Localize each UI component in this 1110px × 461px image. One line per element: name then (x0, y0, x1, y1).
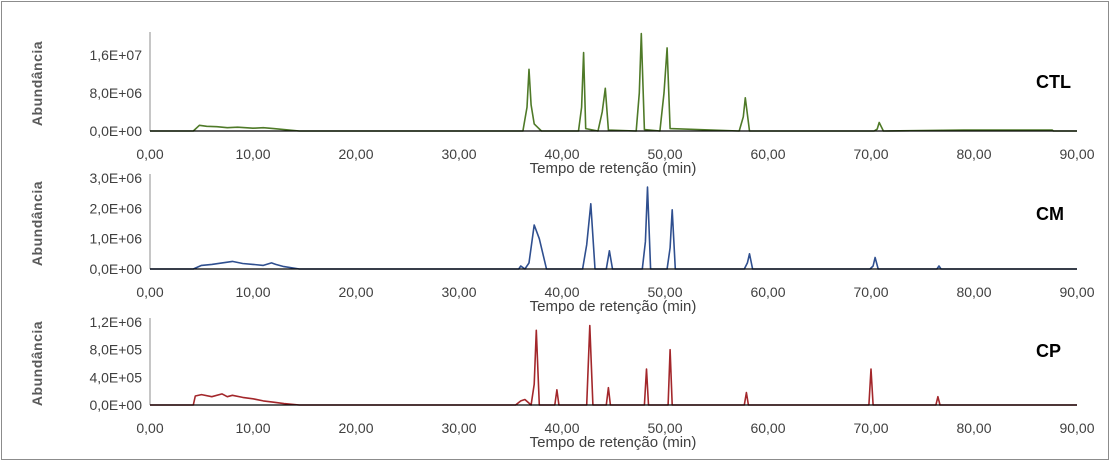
x-tick-label: 70,00 (853, 284, 888, 300)
y-axis-title: Abundância (29, 41, 45, 126)
x-tick-label: 50,00 (647, 420, 682, 436)
x-tick-label: 0,00 (136, 146, 163, 162)
y-tick-label: 8,0E+05 (89, 342, 142, 358)
x-tick-label: 60,00 (750, 420, 785, 436)
x-tick-label: 60,00 (750, 284, 785, 300)
chart-panel-ctl: 0,0E+00 8,0E+06 1,6E+07 0,00 10,00 20,00 30,00… (29, 32, 1095, 177)
x-tick-label: 90,00 (1059, 146, 1094, 162)
x-tick-label: 90,00 (1059, 284, 1094, 300)
x-tick-label: 30,00 (441, 284, 476, 300)
series-line-cm (150, 186, 1077, 270)
panel-label: CP (1036, 341, 1061, 361)
x-tick-label: 70,00 (853, 420, 888, 436)
x-tick-label: 40,00 (544, 420, 579, 436)
x-tick-label: 0,00 (136, 284, 163, 300)
x-tick-label: 10,00 (235, 420, 270, 436)
series-line-cp (150, 324, 1077, 406)
x-tick-label: 20,00 (338, 420, 373, 436)
x-axis-title: Tempo de retenção (min) (530, 298, 697, 315)
panel-label: CM (1036, 204, 1064, 224)
chart-panel-cm: 0,0E+00 1,0E+06 2,0E+06 3,0E+06 0,00 10,00 20,… (29, 170, 1095, 315)
x-axis-title: Tempo de retenção (min) (530, 160, 697, 177)
x-tick-label: 20,00 (338, 284, 373, 300)
y-tick-label: 3,0E+06 (89, 170, 142, 186)
x-tick-label: 40,00 (544, 146, 579, 162)
x-tick-label: 90,00 (1059, 420, 1094, 436)
x-tick-label: 0,00 (136, 420, 163, 436)
chart-panel-cp: 0,0E+00 4,0E+05 8,0E+05 1,2E+06 0,00 10,00 20,… (29, 314, 1095, 451)
x-tick-label: 50,00 (647, 284, 682, 300)
x-tick-label: 80,00 (956, 146, 991, 162)
x-tick-label: 50,00 (647, 146, 682, 162)
y-tick-label: 1,6E+07 (89, 47, 142, 63)
y-tick-label: 0,0E+00 (89, 397, 142, 413)
x-tick-label: 30,00 (441, 146, 476, 162)
series-line-ctl (150, 32, 1077, 132)
x-tick-label: 40,00 (544, 284, 579, 300)
y-tick-label: 1,2E+06 (89, 314, 142, 330)
panel-label: CTL (1036, 72, 1071, 92)
y-tick-label: 2,0E+06 (89, 200, 142, 216)
x-axis-title: Tempo de retenção (min) (530, 434, 697, 451)
x-tick-label: 70,00 (853, 146, 888, 162)
x-tick-label: 60,00 (750, 146, 785, 162)
y-tick-label: 4,0E+05 (89, 369, 142, 385)
x-tick-label: 10,00 (235, 146, 270, 162)
x-tick-label: 20,00 (338, 146, 373, 162)
y-tick-label: 0,0E+00 (89, 123, 142, 139)
y-axis-title: Abundância (29, 181, 45, 266)
x-tick-label: 80,00 (956, 284, 991, 300)
x-tick-label: 30,00 (441, 420, 476, 436)
y-tick-label: 0,0E+00 (89, 261, 142, 277)
x-tick-label: 80,00 (956, 420, 991, 436)
x-tick-label: 10,00 (235, 284, 270, 300)
y-axis-title: Abundância (29, 321, 45, 406)
y-tick-label: 1,0E+06 (89, 231, 142, 247)
y-tick-label: 8,0E+06 (89, 85, 142, 101)
